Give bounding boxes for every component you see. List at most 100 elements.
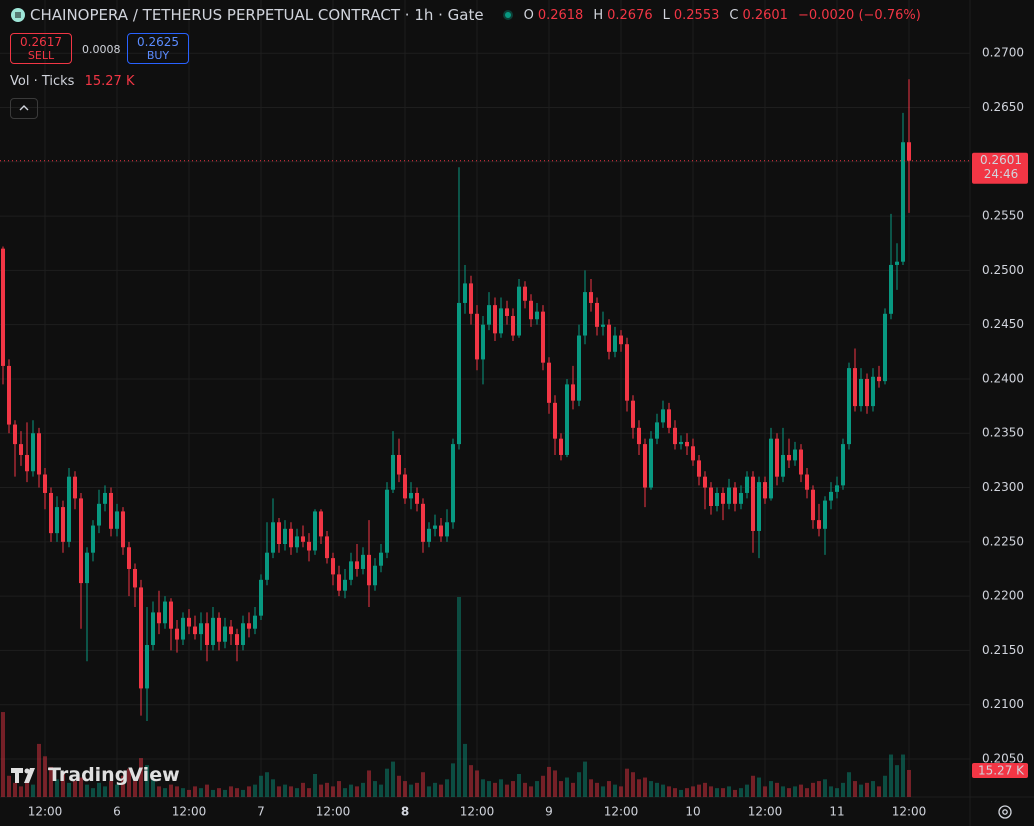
x-tick-label: 10 <box>685 805 700 819</box>
candle-body <box>7 365 11 425</box>
candle-body <box>277 522 281 545</box>
volume-bar <box>97 782 101 797</box>
candle-body <box>781 454 785 477</box>
candle-body <box>865 378 869 407</box>
candle-body <box>97 503 101 526</box>
candle-body <box>43 474 47 493</box>
candle-body <box>229 626 233 635</box>
settings-button[interactable] <box>996 803 1014 825</box>
volume-bar <box>601 786 605 797</box>
volume-bar <box>625 768 629 797</box>
candle-body <box>469 283 473 314</box>
candle-body <box>325 536 329 559</box>
candle-body <box>889 264 893 314</box>
bid-price: 0.2617 <box>20 35 62 49</box>
candle-body <box>877 376 881 382</box>
candle-body <box>613 335 617 352</box>
x-tick-label: 11 <box>829 805 844 819</box>
volume-bar <box>181 788 185 797</box>
change: −0.0020 (−0.76%) <box>797 7 921 23</box>
candle-body <box>181 617 185 640</box>
candle-body <box>757 482 761 531</box>
candle-body <box>91 525 95 553</box>
volume-bar <box>727 786 731 797</box>
candle-body <box>385 489 389 553</box>
candle-body <box>505 308 509 316</box>
volume-bar <box>463 743 467 797</box>
low-label: L <box>662 7 670 23</box>
volume-bar <box>151 779 155 797</box>
volume-tag <box>972 762 1028 778</box>
volume-bar <box>523 782 527 797</box>
candle-body <box>319 511 323 537</box>
candle-body <box>241 623 245 645</box>
candle-body <box>529 300 533 320</box>
candle-body <box>199 623 203 635</box>
candle-body <box>817 520 821 529</box>
volume-bar <box>505 784 509 797</box>
volume-bar <box>553 770 557 797</box>
volume-bar <box>901 754 905 797</box>
candle-body <box>13 424 17 445</box>
candle-body <box>775 438 779 477</box>
candle-body <box>565 384 569 455</box>
candle-body <box>901 142 905 262</box>
volume-bar <box>895 765 899 797</box>
candle-body <box>739 492 743 504</box>
volume-bar <box>43 756 47 797</box>
volume-bar <box>847 772 851 797</box>
candle-body <box>187 617 191 627</box>
volume-bar <box>343 788 347 797</box>
volume-bar <box>163 788 167 797</box>
volume-bar <box>649 781 653 797</box>
candle-body <box>175 628 179 640</box>
candle-body <box>169 601 173 629</box>
volume-bar <box>211 789 215 797</box>
volume-bar <box>73 781 77 797</box>
collapse-button[interactable] <box>10 98 38 119</box>
candle-body <box>403 474 407 499</box>
candle-body <box>25 454 29 472</box>
volume-bar <box>259 775 263 797</box>
volume-bar <box>433 782 437 797</box>
candle-body <box>127 547 131 569</box>
volume-value: 15.27 K <box>84 74 135 89</box>
volume-bar <box>169 784 173 797</box>
y-tick-label: 0.2550 <box>982 209 1024 223</box>
candle-body <box>439 525 443 537</box>
volume-bar <box>781 786 785 797</box>
candle-body <box>703 476 707 488</box>
candle-body <box>847 368 851 445</box>
candle-body <box>457 302 461 445</box>
buy-button[interactable]: 0.2625 BUY <box>127 33 189 64</box>
volume-bar <box>577 772 581 797</box>
volume-bar <box>295 788 299 797</box>
sell-label: SELL <box>27 49 55 62</box>
candle-body <box>481 324 485 360</box>
candle-body <box>1 248 5 366</box>
y-tick-label: 0.2200 <box>982 589 1024 603</box>
volume-bar <box>883 775 887 797</box>
volume-bar <box>889 754 893 797</box>
candle-body <box>421 503 425 542</box>
candle-body <box>337 574 341 591</box>
sell-button[interactable]: 0.2617 SELL <box>10 33 72 64</box>
candle-body <box>715 492 719 506</box>
candle-body <box>283 528 287 545</box>
candle-body <box>85 552 89 584</box>
volume-bar <box>115 784 119 797</box>
candle-body <box>31 433 35 472</box>
y-tick-label: 0.2450 <box>982 317 1024 331</box>
candle-body <box>607 324 611 352</box>
candle-body <box>907 142 911 161</box>
candle-body <box>511 315 515 336</box>
candle-body <box>433 525 437 529</box>
candle-body <box>745 476 749 493</box>
volume-bar <box>403 781 407 797</box>
volume-bar <box>481 779 485 797</box>
volume-bar <box>541 775 545 797</box>
volume-bar <box>223 789 227 797</box>
candle-body <box>121 511 125 548</box>
volume-bar <box>823 779 827 797</box>
